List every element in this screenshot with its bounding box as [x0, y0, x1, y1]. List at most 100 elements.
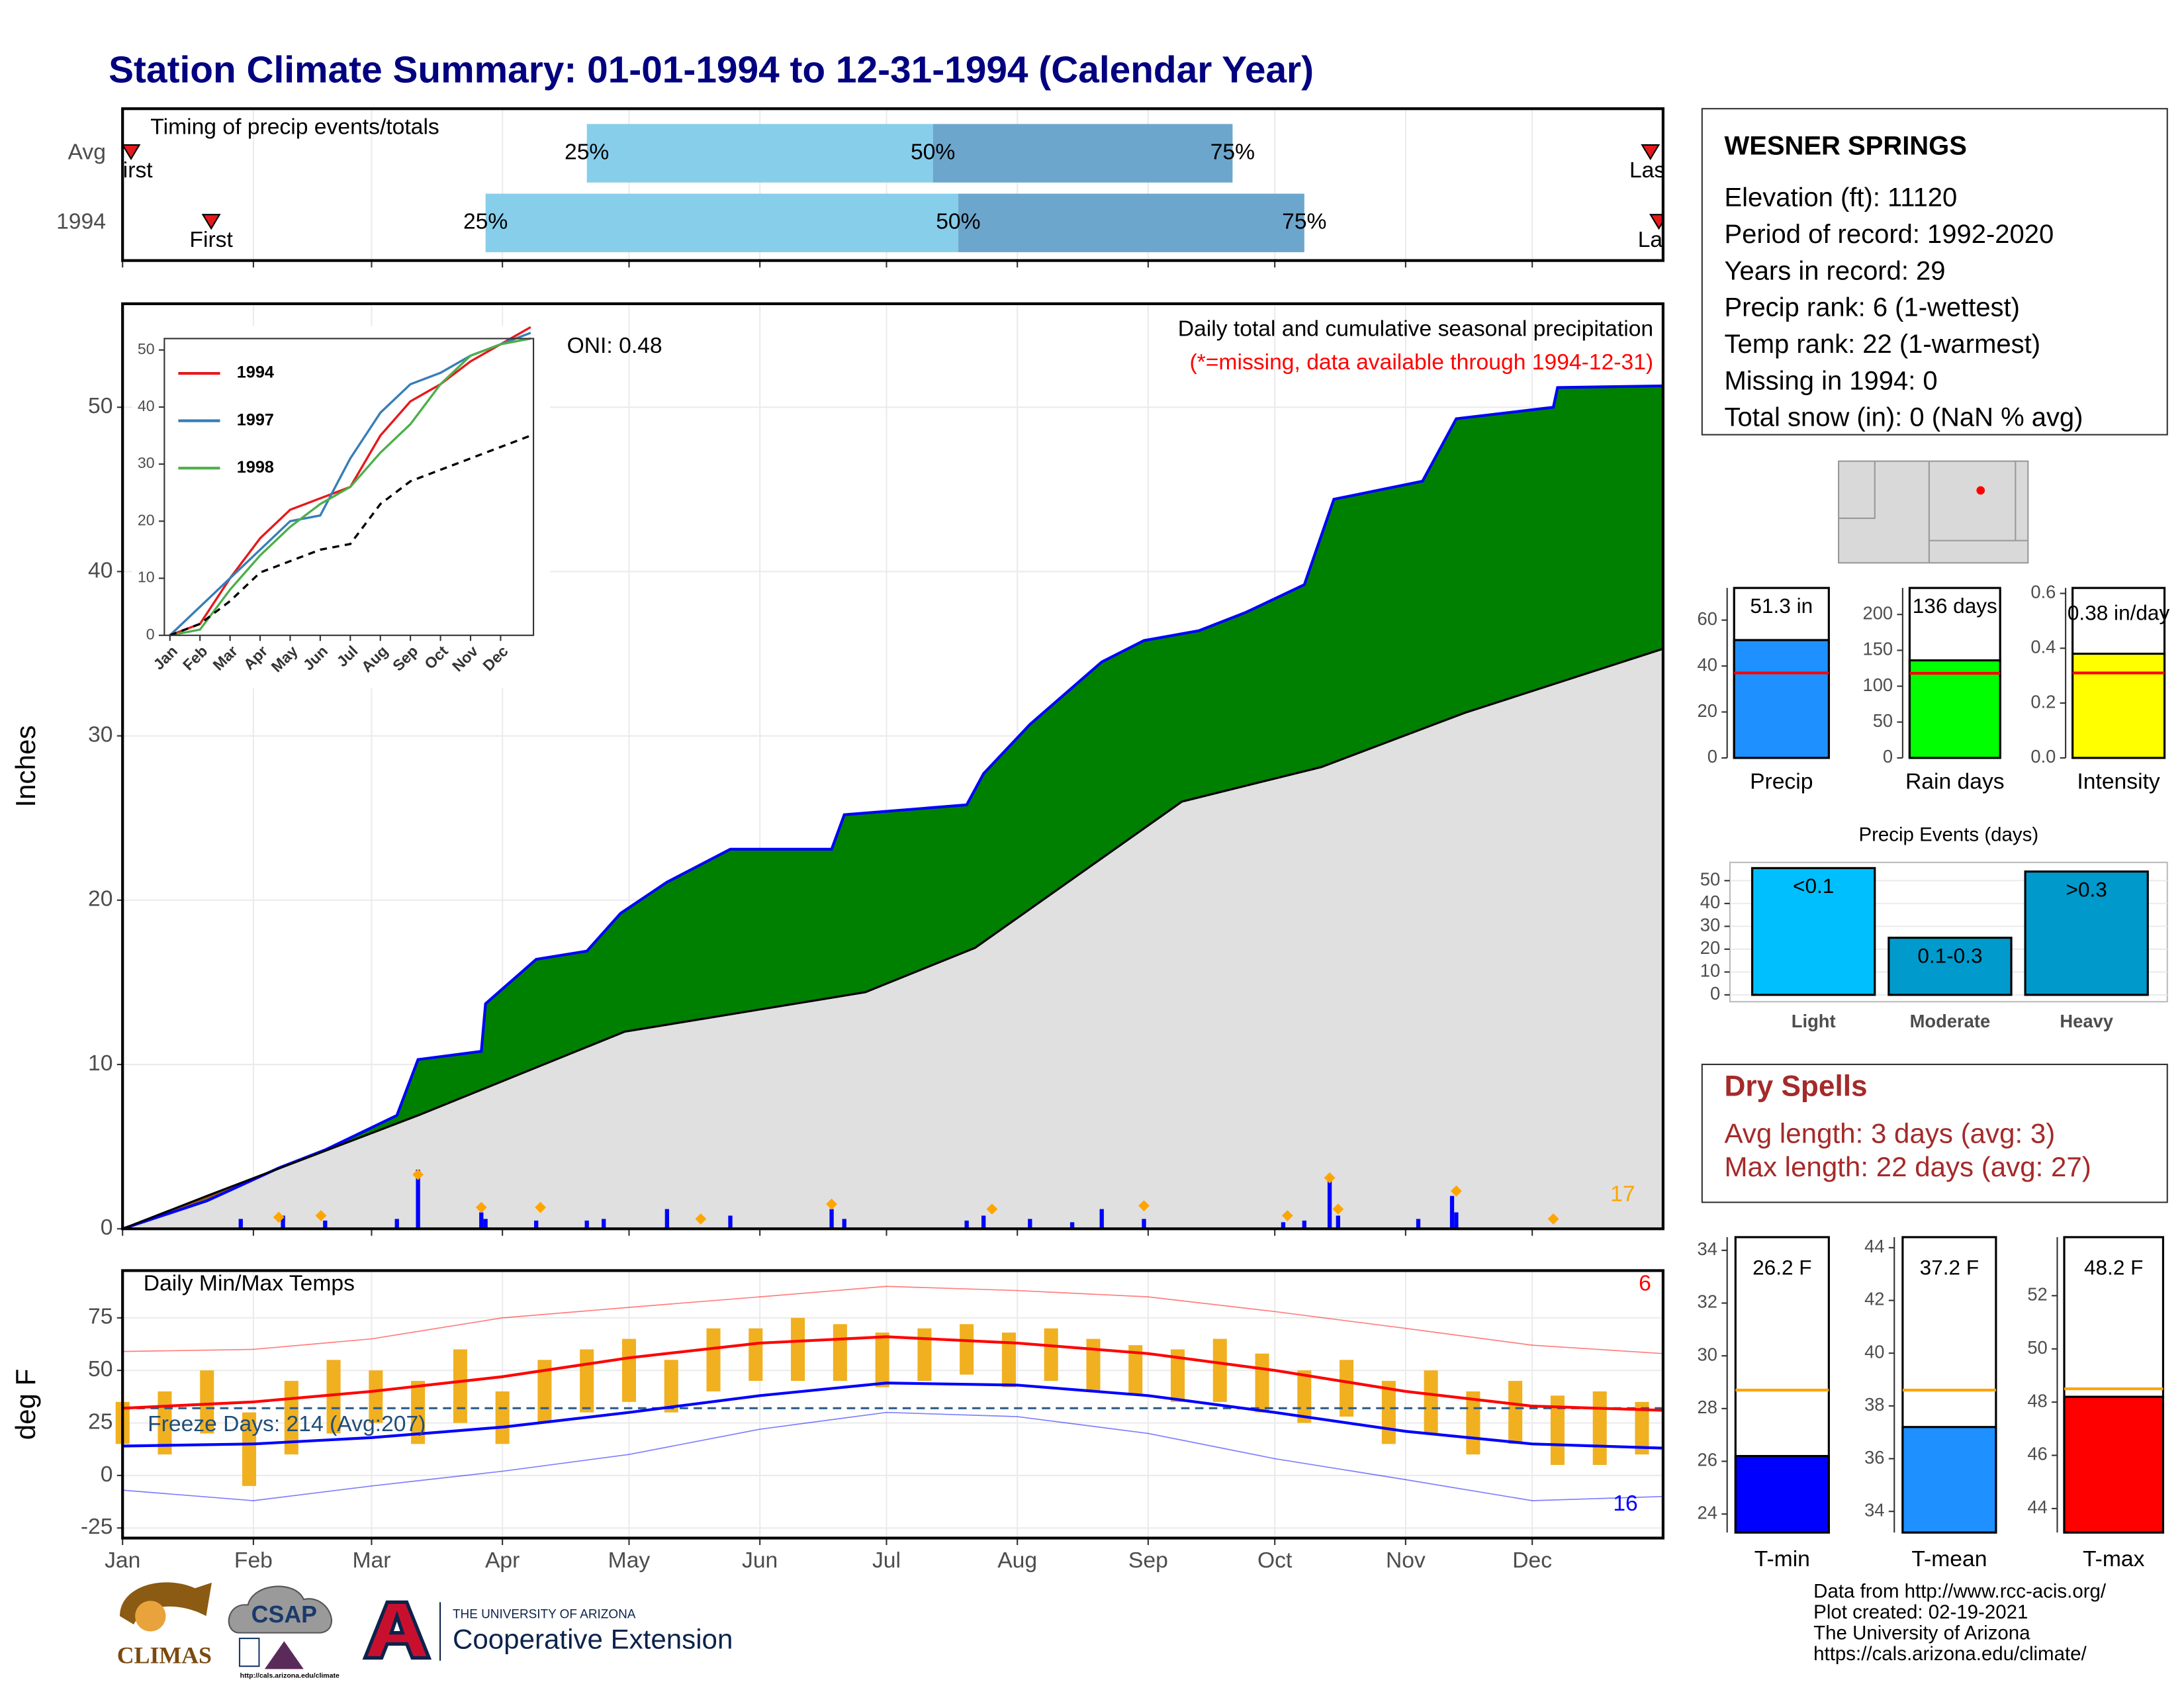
- quantile-label: 75%: [1282, 210, 1326, 234]
- plot-frame: [121, 302, 1664, 1231]
- precip-marker: [273, 1211, 285, 1223]
- value-label: <0.1: [1793, 874, 1834, 898]
- y-tick-label: 40: [1864, 1341, 1884, 1362]
- daily-temp-bar: [621, 1338, 636, 1402]
- dry-spell-line: Max length: 22 days (avg: 27): [1724, 1151, 2091, 1182]
- x-tick-label: Feb: [234, 1548, 273, 1573]
- daily-precip-bar: [1099, 1209, 1104, 1229]
- y-tick-label: 60: [1698, 608, 1717, 629]
- daily-temp-bar: [960, 1324, 974, 1375]
- event-marker: [1641, 144, 1661, 161]
- cumulative-line: [122, 384, 1663, 1231]
- daily-precip-bar: [842, 1219, 846, 1229]
- station-line: Precip rank: 6 (1-wettest): [1724, 293, 2019, 322]
- y-tick-label: -25: [81, 1515, 113, 1539]
- daily-temp-bar: [453, 1349, 467, 1423]
- category-label: Moderate: [1910, 1011, 1991, 1031]
- station-line: Elevation (ft): 11120: [1724, 183, 1957, 212]
- y-tick-label: 0.0: [2030, 746, 2056, 767]
- chart-title: Daily total and cumulative seasonal prec…: [1178, 317, 1653, 342]
- daily-precip-bar: [602, 1219, 606, 1229]
- daily-temp-bar: [706, 1328, 721, 1391]
- value-label: 37.2 F: [1920, 1256, 1979, 1280]
- y-tick-label: 44: [1864, 1236, 1884, 1256]
- daily-precip-bar: [1416, 1219, 1421, 1229]
- timing-frame: [121, 107, 1664, 262]
- plot-frame: [121, 1269, 1664, 1540]
- station-line: Temp rank: 22 (1-warmest): [1724, 330, 2040, 359]
- y-tick-label: 28: [1698, 1397, 1717, 1417]
- precip-marker: [1281, 1210, 1293, 1221]
- daily-temp-bar: [1086, 1338, 1101, 1391]
- record-high-line: [122, 1286, 1663, 1354]
- precip-marker: [1138, 1200, 1150, 1211]
- quantile-label: 75%: [1210, 140, 1255, 164]
- value-label: >0.3: [2066, 877, 2107, 901]
- y-tick-label: 20: [1700, 937, 1720, 958]
- daily-temp-bar: [1550, 1395, 1565, 1466]
- x-tick-label: Jul: [872, 1548, 901, 1573]
- y-tick-label: 0: [101, 1215, 113, 1240]
- cumulative-line: [122, 647, 1664, 1230]
- inset-frame: [163, 338, 535, 636]
- daily-precip-bar: [584, 1220, 589, 1229]
- daily-precip-bar: [1069, 1222, 1075, 1229]
- x-tick-label: Sep: [1128, 1548, 1168, 1573]
- y-tick-label: 20: [138, 511, 155, 528]
- inset-line: [169, 337, 531, 637]
- event-marker: [1649, 214, 1663, 230]
- x-tick-label: Dec: [1512, 1548, 1552, 1573]
- bar: [2071, 652, 2166, 759]
- credit-line: The University of Arizona: [1813, 1622, 2030, 1644]
- station-name: WESNER SPRINGS: [1724, 132, 1966, 161]
- y-tick-label: 10: [138, 569, 155, 586]
- daily-precip-bar: [416, 1169, 420, 1229]
- precip-marker: [1324, 1172, 1336, 1184]
- y-tick-label: 24: [1698, 1502, 1717, 1523]
- station-line: Years in record: 29: [1724, 256, 1945, 285]
- precip-marker: [535, 1201, 546, 1213]
- bar: [2024, 870, 2149, 996]
- daily-precip-bar: [281, 1215, 285, 1229]
- daily-temp-bar: [1635, 1401, 1649, 1455]
- station-line: Period of record: 1992-2020: [1724, 220, 2054, 249]
- daily-precip-bar: [1449, 1196, 1455, 1229]
- location-map: [1838, 460, 2029, 564]
- timing-bar-high: [933, 124, 1233, 183]
- x-tick-label: Oct: [1257, 1548, 1293, 1573]
- y-tick-label: 34: [1698, 1239, 1717, 1259]
- daily-temp-bar: [875, 1333, 889, 1387]
- y-tick-label: 40: [88, 558, 113, 583]
- y-axis-label: Inches: [10, 726, 41, 808]
- station-box: [1701, 108, 2168, 436]
- category-label: T-min: [1754, 1547, 1810, 1571]
- daily-precip-bar: [534, 1220, 539, 1229]
- daily-precip-bar: [728, 1215, 733, 1229]
- category-label: T-mean: [1911, 1547, 1987, 1571]
- y-tick-label: 50: [88, 394, 113, 418]
- daily-temp-bar: [537, 1360, 552, 1423]
- daily-precip-bar: [1142, 1219, 1146, 1229]
- bar: [1733, 639, 1830, 759]
- y-tick-label: 40: [138, 397, 155, 414]
- event-label: First: [189, 228, 233, 252]
- y-tick-label: 26: [1698, 1450, 1717, 1470]
- daily-temp-bar: [1212, 1338, 1227, 1402]
- daily-temp-bar: [411, 1381, 426, 1444]
- credit-line: Plot created: 02-19-2021: [1813, 1601, 2028, 1623]
- page-title: Station Climate Summary: 01-01-1994 to 1…: [109, 49, 1314, 91]
- x-tick-label: Nov: [1386, 1548, 1426, 1573]
- x-tick-label: Aug: [997, 1548, 1037, 1573]
- y-tick-label: 50: [1873, 710, 1893, 731]
- y-tick-label: 30: [1700, 915, 1720, 935]
- precip-marker: [1547, 1213, 1559, 1225]
- timing-bar-low: [485, 193, 958, 252]
- y-tick-label: 0.6: [2030, 582, 2056, 602]
- y-tick-label: 10: [1700, 961, 1720, 981]
- daily-precip-bar: [1336, 1215, 1340, 1229]
- y-tick-label: 0: [1710, 983, 1720, 1004]
- daily-precip-bar: [479, 1212, 484, 1229]
- daily-temp-bar: [580, 1349, 594, 1413]
- record-low-line: [122, 1411, 1663, 1501]
